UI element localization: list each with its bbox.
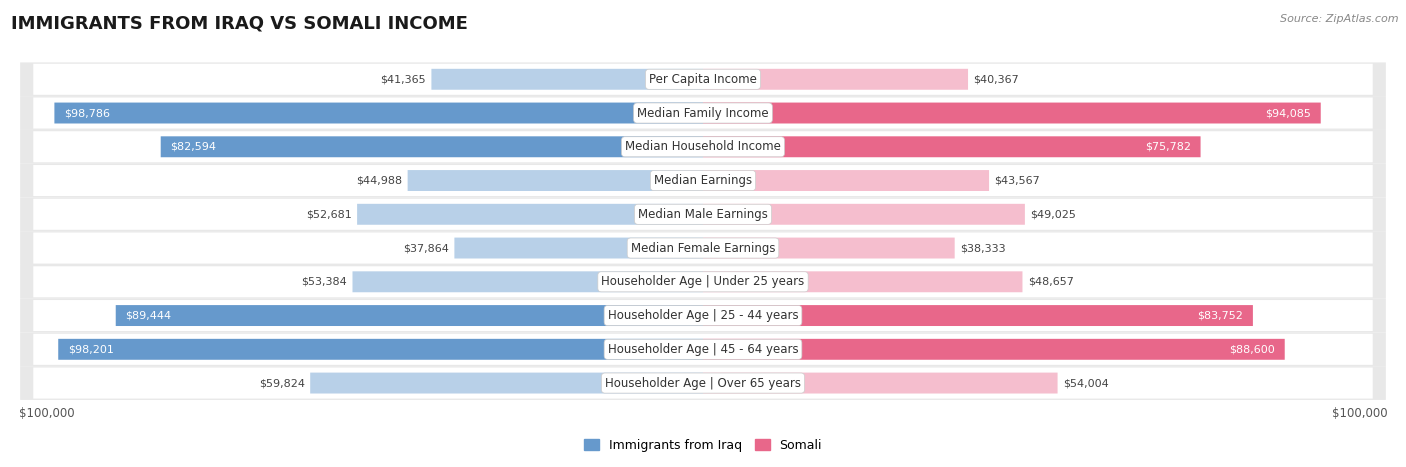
Text: $53,384: $53,384 xyxy=(301,277,347,287)
FancyBboxPatch shape xyxy=(20,130,1386,163)
Text: $44,988: $44,988 xyxy=(356,176,402,185)
FancyBboxPatch shape xyxy=(703,69,969,90)
FancyBboxPatch shape xyxy=(703,305,1253,326)
Text: Per Capita Income: Per Capita Income xyxy=(650,73,756,86)
Text: IMMIGRANTS FROM IRAQ VS SOMALI INCOME: IMMIGRANTS FROM IRAQ VS SOMALI INCOME xyxy=(11,14,468,32)
FancyBboxPatch shape xyxy=(703,271,1022,292)
Text: Median Female Earnings: Median Female Earnings xyxy=(631,241,775,255)
FancyBboxPatch shape xyxy=(20,96,1386,130)
FancyBboxPatch shape xyxy=(20,333,1386,366)
Text: $98,786: $98,786 xyxy=(65,108,110,118)
FancyBboxPatch shape xyxy=(34,131,1372,163)
FancyBboxPatch shape xyxy=(20,163,1386,198)
FancyBboxPatch shape xyxy=(34,199,1372,230)
FancyBboxPatch shape xyxy=(432,69,703,90)
FancyBboxPatch shape xyxy=(34,368,1372,398)
Text: $40,367: $40,367 xyxy=(973,74,1019,84)
Text: $83,752: $83,752 xyxy=(1197,311,1243,320)
FancyBboxPatch shape xyxy=(703,103,1320,123)
Text: $37,864: $37,864 xyxy=(404,243,449,253)
FancyBboxPatch shape xyxy=(34,165,1372,196)
Text: Householder Age | 45 - 64 years: Householder Age | 45 - 64 years xyxy=(607,343,799,356)
FancyBboxPatch shape xyxy=(20,366,1386,400)
FancyBboxPatch shape xyxy=(703,339,1285,360)
FancyBboxPatch shape xyxy=(34,98,1372,128)
Text: Median Earnings: Median Earnings xyxy=(654,174,752,187)
Text: $49,025: $49,025 xyxy=(1031,209,1076,219)
Text: $52,681: $52,681 xyxy=(307,209,352,219)
FancyBboxPatch shape xyxy=(115,305,703,326)
Text: $94,085: $94,085 xyxy=(1265,108,1310,118)
FancyBboxPatch shape xyxy=(20,231,1386,265)
FancyBboxPatch shape xyxy=(408,170,703,191)
Text: $41,365: $41,365 xyxy=(381,74,426,84)
FancyBboxPatch shape xyxy=(311,373,703,394)
Text: $48,657: $48,657 xyxy=(1028,277,1074,287)
Text: $88,600: $88,600 xyxy=(1229,344,1275,354)
FancyBboxPatch shape xyxy=(34,266,1372,297)
FancyBboxPatch shape xyxy=(58,339,703,360)
Text: Median Male Earnings: Median Male Earnings xyxy=(638,208,768,221)
FancyBboxPatch shape xyxy=(160,136,703,157)
Text: $75,782: $75,782 xyxy=(1144,142,1191,152)
Text: $43,567: $43,567 xyxy=(994,176,1040,185)
Text: Source: ZipAtlas.com: Source: ZipAtlas.com xyxy=(1281,14,1399,24)
Text: $82,594: $82,594 xyxy=(170,142,217,152)
FancyBboxPatch shape xyxy=(34,64,1372,95)
FancyBboxPatch shape xyxy=(34,334,1372,365)
Text: $98,201: $98,201 xyxy=(67,344,114,354)
FancyBboxPatch shape xyxy=(34,300,1372,331)
Text: Householder Age | Over 65 years: Householder Age | Over 65 years xyxy=(605,376,801,389)
FancyBboxPatch shape xyxy=(703,136,1201,157)
FancyBboxPatch shape xyxy=(55,103,703,123)
FancyBboxPatch shape xyxy=(703,238,955,259)
FancyBboxPatch shape xyxy=(357,204,703,225)
FancyBboxPatch shape xyxy=(34,233,1372,263)
Text: Median Family Income: Median Family Income xyxy=(637,106,769,120)
FancyBboxPatch shape xyxy=(20,299,1386,333)
Text: $89,444: $89,444 xyxy=(125,311,172,320)
FancyBboxPatch shape xyxy=(454,238,703,259)
Text: Householder Age | Under 25 years: Householder Age | Under 25 years xyxy=(602,275,804,288)
Text: Householder Age | 25 - 44 years: Householder Age | 25 - 44 years xyxy=(607,309,799,322)
FancyBboxPatch shape xyxy=(20,265,1386,299)
FancyBboxPatch shape xyxy=(703,373,1057,394)
FancyBboxPatch shape xyxy=(353,271,703,292)
Text: Median Household Income: Median Household Income xyxy=(626,140,780,153)
Legend: Immigrants from Iraq, Somali: Immigrants from Iraq, Somali xyxy=(579,434,827,457)
Text: $59,824: $59,824 xyxy=(259,378,305,388)
FancyBboxPatch shape xyxy=(20,198,1386,231)
FancyBboxPatch shape xyxy=(20,63,1386,96)
FancyBboxPatch shape xyxy=(703,170,988,191)
Text: $54,004: $54,004 xyxy=(1063,378,1108,388)
FancyBboxPatch shape xyxy=(703,204,1025,225)
Text: $38,333: $38,333 xyxy=(960,243,1005,253)
